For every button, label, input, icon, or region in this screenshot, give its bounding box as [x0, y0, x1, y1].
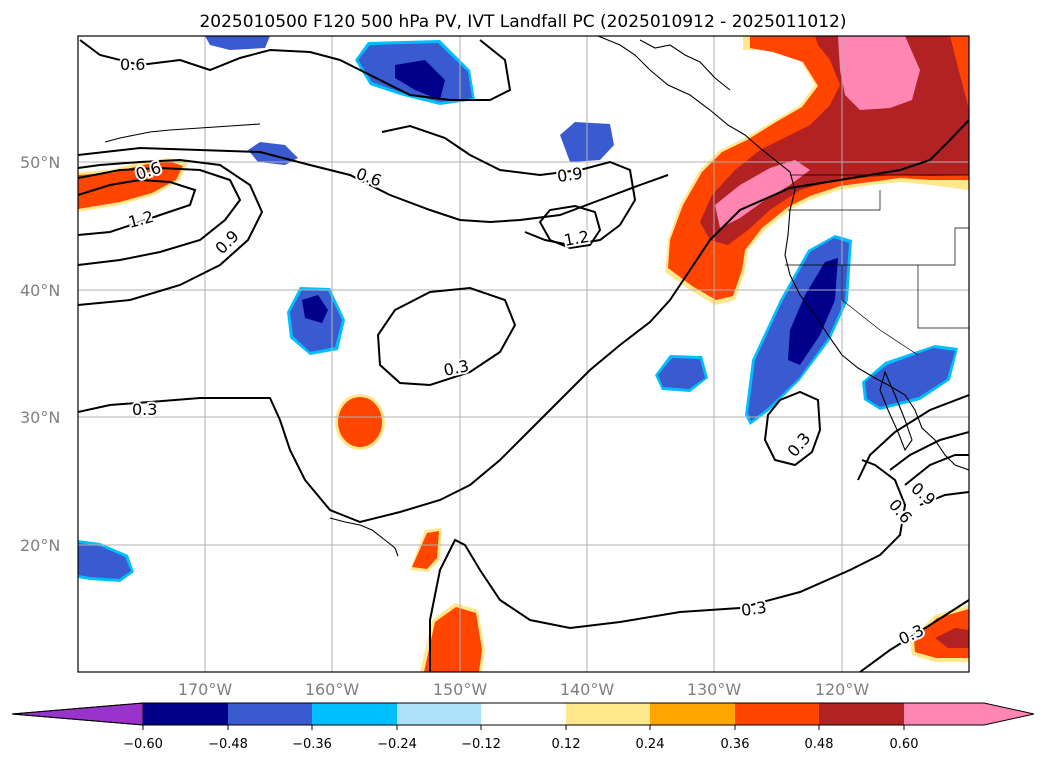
colorbar-outline	[11, 702, 1035, 726]
lon-label: 150°W	[433, 680, 488, 699]
colorbar-tick-label: −0.24	[377, 737, 417, 752]
shaded-fill-regions	[78, 36, 969, 672]
lon-label: 130°W	[687, 680, 742, 699]
coastlines	[104, 36, 969, 557]
colorbar-segment	[819, 703, 904, 725]
colorbar-tick-labels: −0.60 −0.48 −0.36 −0.24 −0.12 0.12 0.24 …	[123, 737, 918, 752]
negative-blob-baja-inner	[865, 348, 955, 407]
colorbar-segment	[481, 703, 566, 725]
colorbar-segment	[312, 703, 397, 725]
negative-blob-top-left	[205, 36, 270, 50]
lon-label: 120°W	[815, 680, 870, 699]
colorbar-segment	[228, 703, 312, 725]
colorbar-tick-label: −0.12	[461, 737, 501, 752]
positive-blob-central-inner	[338, 397, 382, 447]
positive-plume-pink	[715, 36, 920, 228]
gridlines	[78, 36, 969, 672]
negative-blob-north-core	[395, 60, 445, 100]
negative-blob-far-west-inner	[78, 543, 131, 579]
contour-label: 0.3	[132, 400, 157, 419]
positive-blob-southeast-core	[935, 628, 969, 648]
state-borders	[785, 174, 969, 356]
pv-contours	[78, 39, 969, 672]
positive-blob-south-2-inner	[424, 607, 482, 672]
lon-label: 160°W	[305, 680, 360, 699]
colorbar-tick-label: −0.36	[292, 737, 332, 752]
positive-blob-south-1-inner	[412, 531, 439, 569]
lon-label: 140°W	[560, 680, 615, 699]
colorbar-tick-label: 0.36	[721, 737, 750, 752]
colorbar-extend-right	[904, 703, 1034, 725]
lat-label: 40°N	[20, 281, 60, 300]
colorbar-segment	[650, 703, 735, 725]
map-layers: 0.6 0.6 1.2 0.9 0.6 0.9 1.2 0.3 0.3 0.3 …	[78, 36, 969, 672]
colorbar-segment	[566, 703, 650, 725]
colorbar-extend-left	[11, 702, 144, 726]
colorbar-tick-label: 0.12	[552, 737, 581, 752]
contour-label: 0.3	[740, 598, 768, 620]
colorbar-segment	[397, 703, 481, 725]
contour-label: 0.6	[120, 55, 145, 74]
contour-label: 0.9	[556, 164, 584, 186]
lon-label: 170°W	[178, 680, 233, 699]
colorbar-tick-label: 0.24	[636, 737, 665, 752]
lat-label: 50°N	[20, 153, 60, 172]
colorbar-tick-label: −0.60	[123, 737, 163, 752]
negative-blob-west-central-core	[302, 295, 328, 323]
figure-title: 2025010500 F120 500 hPa PV, IVT Landfall…	[199, 12, 846, 32]
colorbar-tick-label: −0.48	[208, 737, 248, 752]
colorbar-ticks	[142, 725, 905, 730]
colorbar-segment	[735, 703, 819, 725]
negative-blob-east-inner	[658, 358, 705, 389]
lat-label: 20°N	[20, 536, 60, 555]
colorbar-tick-label: 0.60	[890, 737, 919, 752]
colorbar-tick-label: 0.48	[805, 737, 834, 752]
latitude-labels: 50°N 40°N 30°N 20°N	[20, 153, 60, 555]
map-frame	[77, 35, 970, 673]
longitude-labels: 170°W 160°W 150°W 140°W 130°W 120°W	[178, 680, 870, 699]
colorbar-segment	[143, 703, 228, 725]
lat-label: 30°N	[20, 408, 60, 427]
colorbar: −0.60 −0.48 −0.36 −0.24 −0.12 0.12 0.24 …	[11, 702, 1035, 752]
positive-blob-west-inner	[78, 161, 183, 209]
